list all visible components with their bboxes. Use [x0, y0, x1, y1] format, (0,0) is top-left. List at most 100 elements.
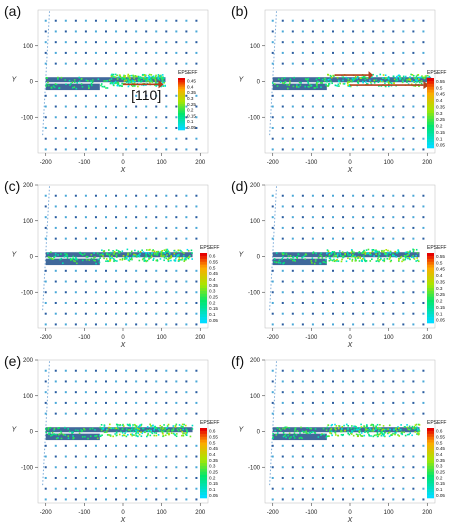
strain-atom [128, 424, 131, 427]
strain-atom [159, 76, 162, 79]
colorbar-swatch [200, 430, 207, 435]
strain-atom [330, 76, 333, 79]
lattice-atom [271, 476, 274, 479]
strain-atom [146, 435, 148, 438]
colorbar-swatch [200, 270, 207, 274]
colorbar-swatch [427, 118, 434, 123]
strain-atom [334, 259, 337, 262]
lattice-atom [175, 269, 178, 272]
lattice-atom [44, 291, 47, 294]
lattice-atom [105, 312, 107, 315]
strain-atom [338, 250, 341, 252]
strain-atom [49, 426, 52, 429]
lattice-atom [165, 105, 168, 108]
strain-atom [282, 253, 284, 256]
strain-atom [411, 80, 413, 82]
strain-atom [97, 78, 100, 81]
colorbar-swatch [200, 311, 207, 315]
strain-atom [302, 255, 305, 258]
strain-atom [418, 76, 421, 79]
strain-atom [151, 250, 154, 252]
lattice-atom [195, 269, 198, 272]
lattice-atom [392, 116, 395, 119]
lattice-atom [125, 476, 128, 479]
strain-atom [330, 424, 333, 427]
lattice-atom [372, 194, 375, 197]
lattice-atom [145, 323, 148, 326]
colorbar-swatch [427, 270, 434, 274]
lattice-atom [115, 51, 118, 54]
strain-atom [393, 82, 395, 85]
lattice-atom [422, 226, 425, 229]
lattice-atom [125, 412, 128, 415]
strain-atom [404, 251, 407, 254]
colorbar-tick-label: 0.1 [187, 119, 194, 124]
strain-atom [180, 434, 183, 437]
lattice-atom [84, 148, 87, 151]
lattice-atom [185, 19, 188, 22]
strain-atom [289, 80, 291, 83]
strain-atom [341, 430, 343, 433]
strain-atom [175, 251, 178, 254]
strain-atom [361, 258, 364, 260]
lattice-atom [185, 280, 188, 283]
strain-atom [380, 427, 382, 430]
lattice-atom [165, 476, 168, 479]
strain-atom [384, 253, 387, 255]
lattice-atom [281, 323, 284, 326]
strain-atom [148, 249, 150, 251]
lattice-atom [412, 487, 415, 490]
lattice-atom [291, 116, 294, 119]
lattice-atom [412, 51, 415, 54]
strain-atom [386, 80, 388, 83]
strain-atom [416, 79, 419, 81]
strain-atom [190, 249, 193, 252]
lattice-atom [301, 94, 304, 97]
lattice-atom [175, 487, 178, 490]
lattice-atom [155, 94, 158, 97]
strain-atom [151, 425, 154, 427]
lattice-atom [372, 41, 375, 44]
lattice-atom [165, 216, 168, 219]
lattice-atom [382, 148, 385, 151]
strain-atom [337, 434, 339, 437]
strain-atom [177, 249, 180, 252]
strain-atom [143, 260, 146, 262]
lattice-atom [145, 455, 148, 458]
colorbar-tick-label: 0.35 [436, 458, 445, 463]
lattice-atom [185, 391, 188, 394]
lattice-atom [84, 269, 87, 272]
strain-atom [115, 423, 118, 426]
lattice-atom [412, 94, 415, 97]
lattice-atom [125, 62, 128, 65]
lattice-atom [195, 226, 198, 229]
strain-atom [369, 252, 371, 254]
colorbar-tick-label: 0.3 [187, 96, 194, 101]
colorbar-tick-label: 0.5 [436, 440, 443, 445]
strain-atom [106, 79, 109, 82]
colorbar-swatch [427, 267, 434, 271]
strain-atom [413, 81, 416, 84]
lattice-atom [321, 369, 324, 372]
strain-atom [155, 432, 158, 434]
colorbar-swatch [427, 433, 434, 438]
strain-atom [379, 257, 382, 260]
strain-atom [144, 76, 146, 79]
strain-atom [139, 250, 142, 253]
strain-atom [293, 437, 296, 439]
lattice-atom [382, 62, 385, 65]
strain-atom [182, 432, 184, 435]
strain-atom [160, 251, 163, 254]
lattice-atom [392, 487, 395, 490]
colorbar-title: EPSEFF [200, 420, 219, 426]
lattice-atom [165, 323, 168, 326]
colorbar-tick-label: 0.15 [436, 481, 445, 486]
strain-atom [138, 77, 140, 79]
lattice-atom [74, 401, 77, 404]
strain-atom [105, 428, 108, 431]
lattice-atom [412, 148, 415, 151]
strain-atom [47, 427, 50, 429]
strain-atom [350, 433, 353, 435]
lattice-atom [392, 19, 395, 22]
strain-atom [287, 434, 290, 437]
